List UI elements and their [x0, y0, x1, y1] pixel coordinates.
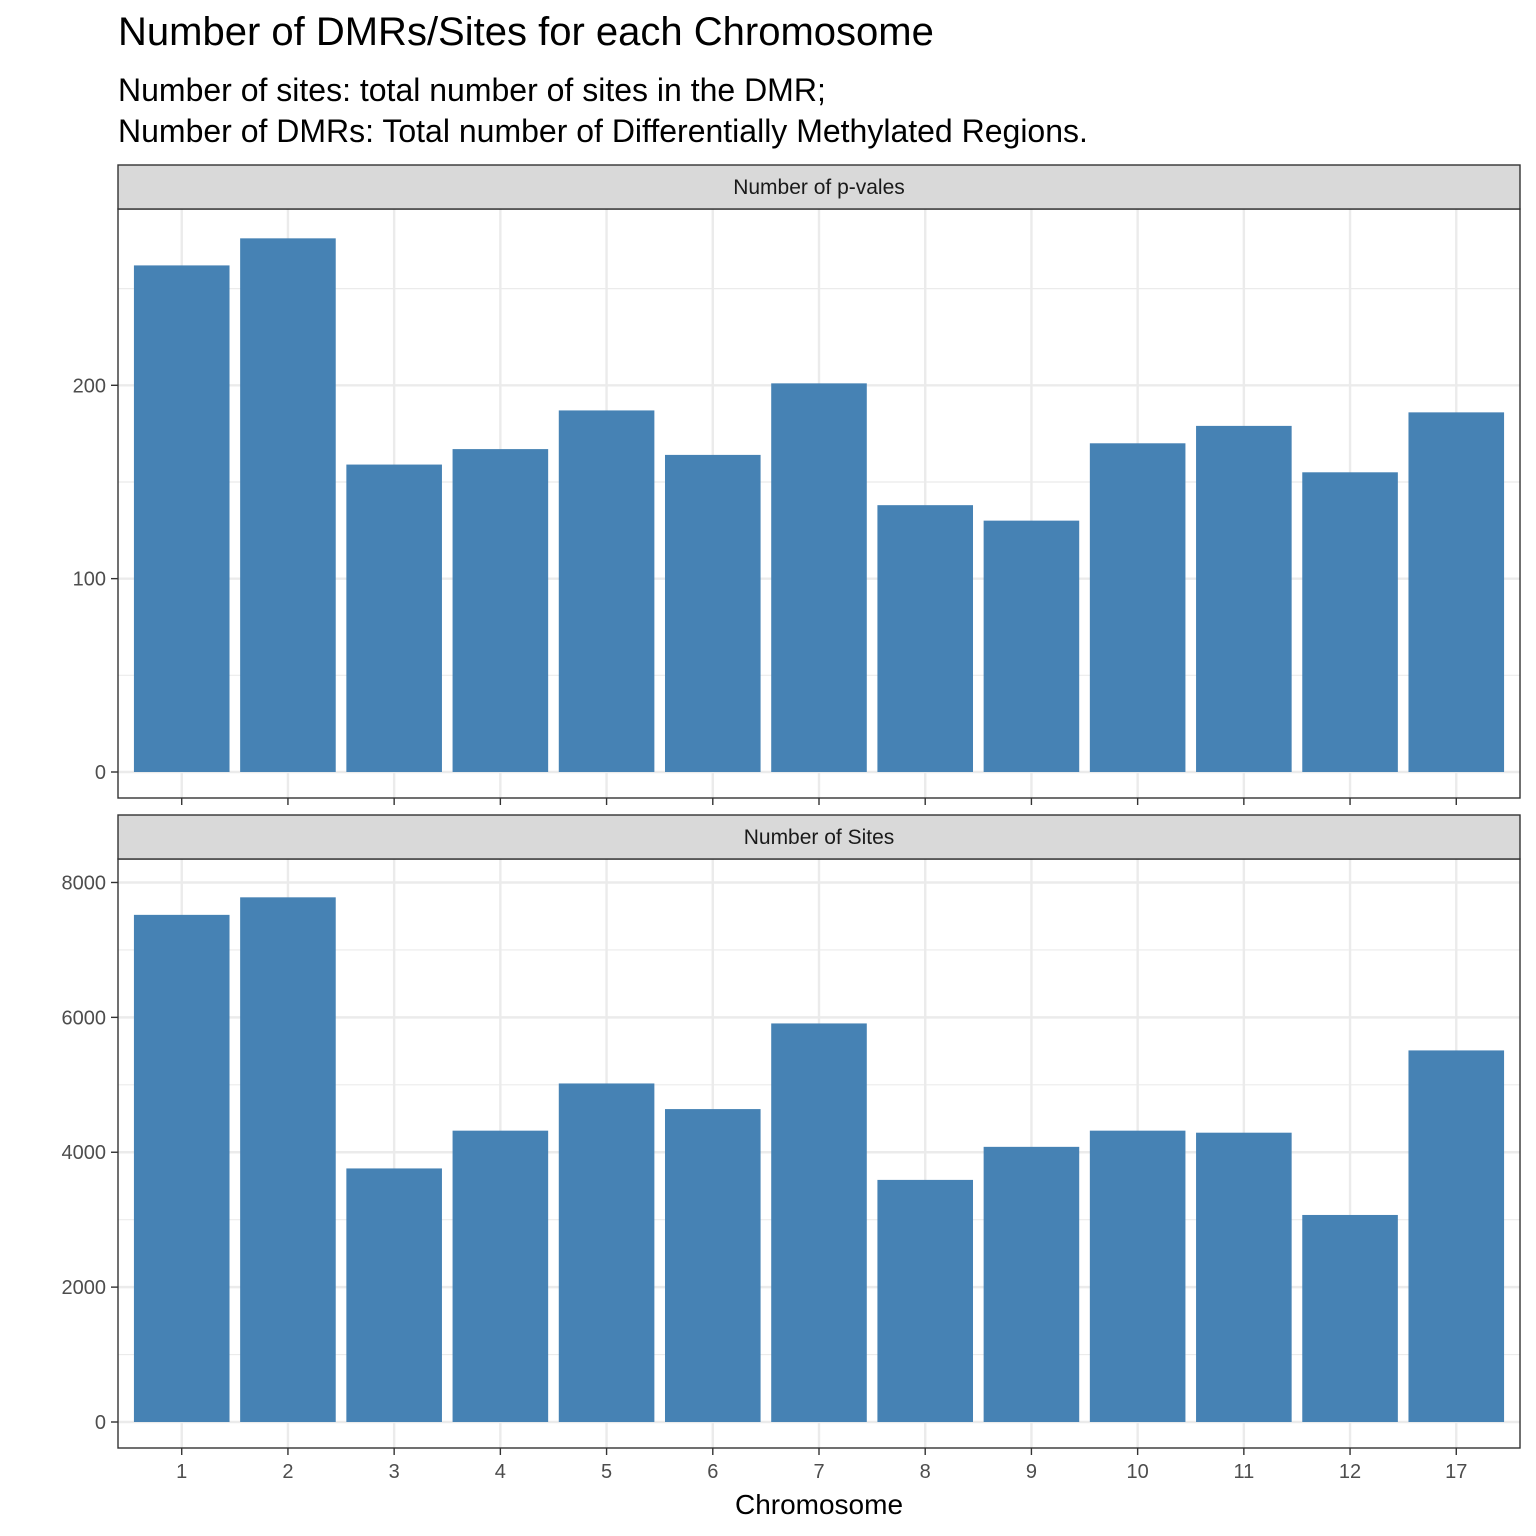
bar-chr3: [346, 464, 442, 772]
x-tick-label: 2: [282, 1461, 293, 1483]
bar-chr4: [452, 1130, 549, 1422]
bar-chr6: [664, 1109, 761, 1422]
bar-chr2: [240, 897, 336, 1422]
subtitle-line-1: Number of sites: total number of sites i…: [118, 72, 826, 108]
x-axis-title: Chromosome: [735, 1489, 903, 1520]
bar-chr17: [1408, 412, 1505, 772]
facet-strip-label: Number of p-vales: [733, 176, 905, 199]
x-tick-label: 11: [1233, 1461, 1254, 1483]
y-tick-label: 8000: [62, 872, 107, 894]
bar-chr6: [664, 454, 761, 772]
x-tick-label: 1: [176, 1461, 187, 1483]
y-tick-label: 2000: [62, 1277, 107, 1299]
bar-chr5: [558, 410, 655, 772]
bar-chr11: [1196, 425, 1292, 772]
bar-chr7: [771, 1023, 867, 1422]
x-tick-label: 9: [1026, 1461, 1037, 1483]
y-tick-label: 6000: [62, 1007, 107, 1029]
chart-title: Number of DMRs/Sites for each Chromosome: [118, 10, 934, 54]
bar-chr2: [240, 238, 336, 772]
chart-subtitle: Number of sites: total number of sites i…: [118, 70, 1088, 152]
bar-chr8: [877, 1179, 974, 1422]
y-tick-label: 100: [73, 569, 106, 591]
bar-chr8: [877, 505, 974, 772]
bar-chr1: [133, 914, 230, 1422]
x-tick-label: 17: [1445, 1461, 1467, 1483]
subtitle-line-2: Number of DMRs: Total number of Differen…: [118, 113, 1088, 149]
bar-chr1: [133, 265, 230, 772]
facet-strip: [117, 814, 1521, 860]
bar-chr12: [1302, 1214, 1398, 1422]
bar-chr4: [452, 449, 549, 772]
facet-strip: [117, 164, 1521, 210]
bar-chr10: [1089, 1130, 1186, 1422]
bar-chr3: [346, 1168, 442, 1422]
x-tick-label: 7: [813, 1461, 824, 1483]
bar-chr9: [983, 1146, 1080, 1422]
bar-chr12: [1302, 472, 1398, 772]
bar-chr11: [1196, 1132, 1292, 1422]
y-tick-label: 200: [73, 375, 106, 397]
bar-chr9: [983, 520, 1080, 772]
bar-chr7: [771, 383, 867, 772]
x-tick-label: 4: [495, 1461, 506, 1483]
x-tick-label: 12: [1339, 1461, 1361, 1483]
x-tick-label: 10: [1127, 1461, 1149, 1483]
x-tick-label: 3: [389, 1461, 400, 1483]
facet-strip-label: Number of Sites: [744, 826, 895, 849]
y-tick-label: 0: [95, 1412, 106, 1434]
bar-chr5: [558, 1083, 655, 1422]
y-tick-label: 4000: [62, 1142, 107, 1164]
bar-chr10: [1089, 443, 1186, 772]
y-tick-label: 0: [95, 762, 106, 784]
x-tick-label: 6: [707, 1461, 718, 1483]
x-tick-label: 8: [920, 1461, 931, 1483]
x-tick-label: 5: [601, 1461, 612, 1483]
facet-panel-1: Number of p-vales 0 100 200: [73, 164, 1521, 805]
facet-panel-2: Number of Sites 0 2000 4000 6000 8000: [62, 814, 1521, 1455]
bar-chr17: [1408, 1050, 1505, 1422]
